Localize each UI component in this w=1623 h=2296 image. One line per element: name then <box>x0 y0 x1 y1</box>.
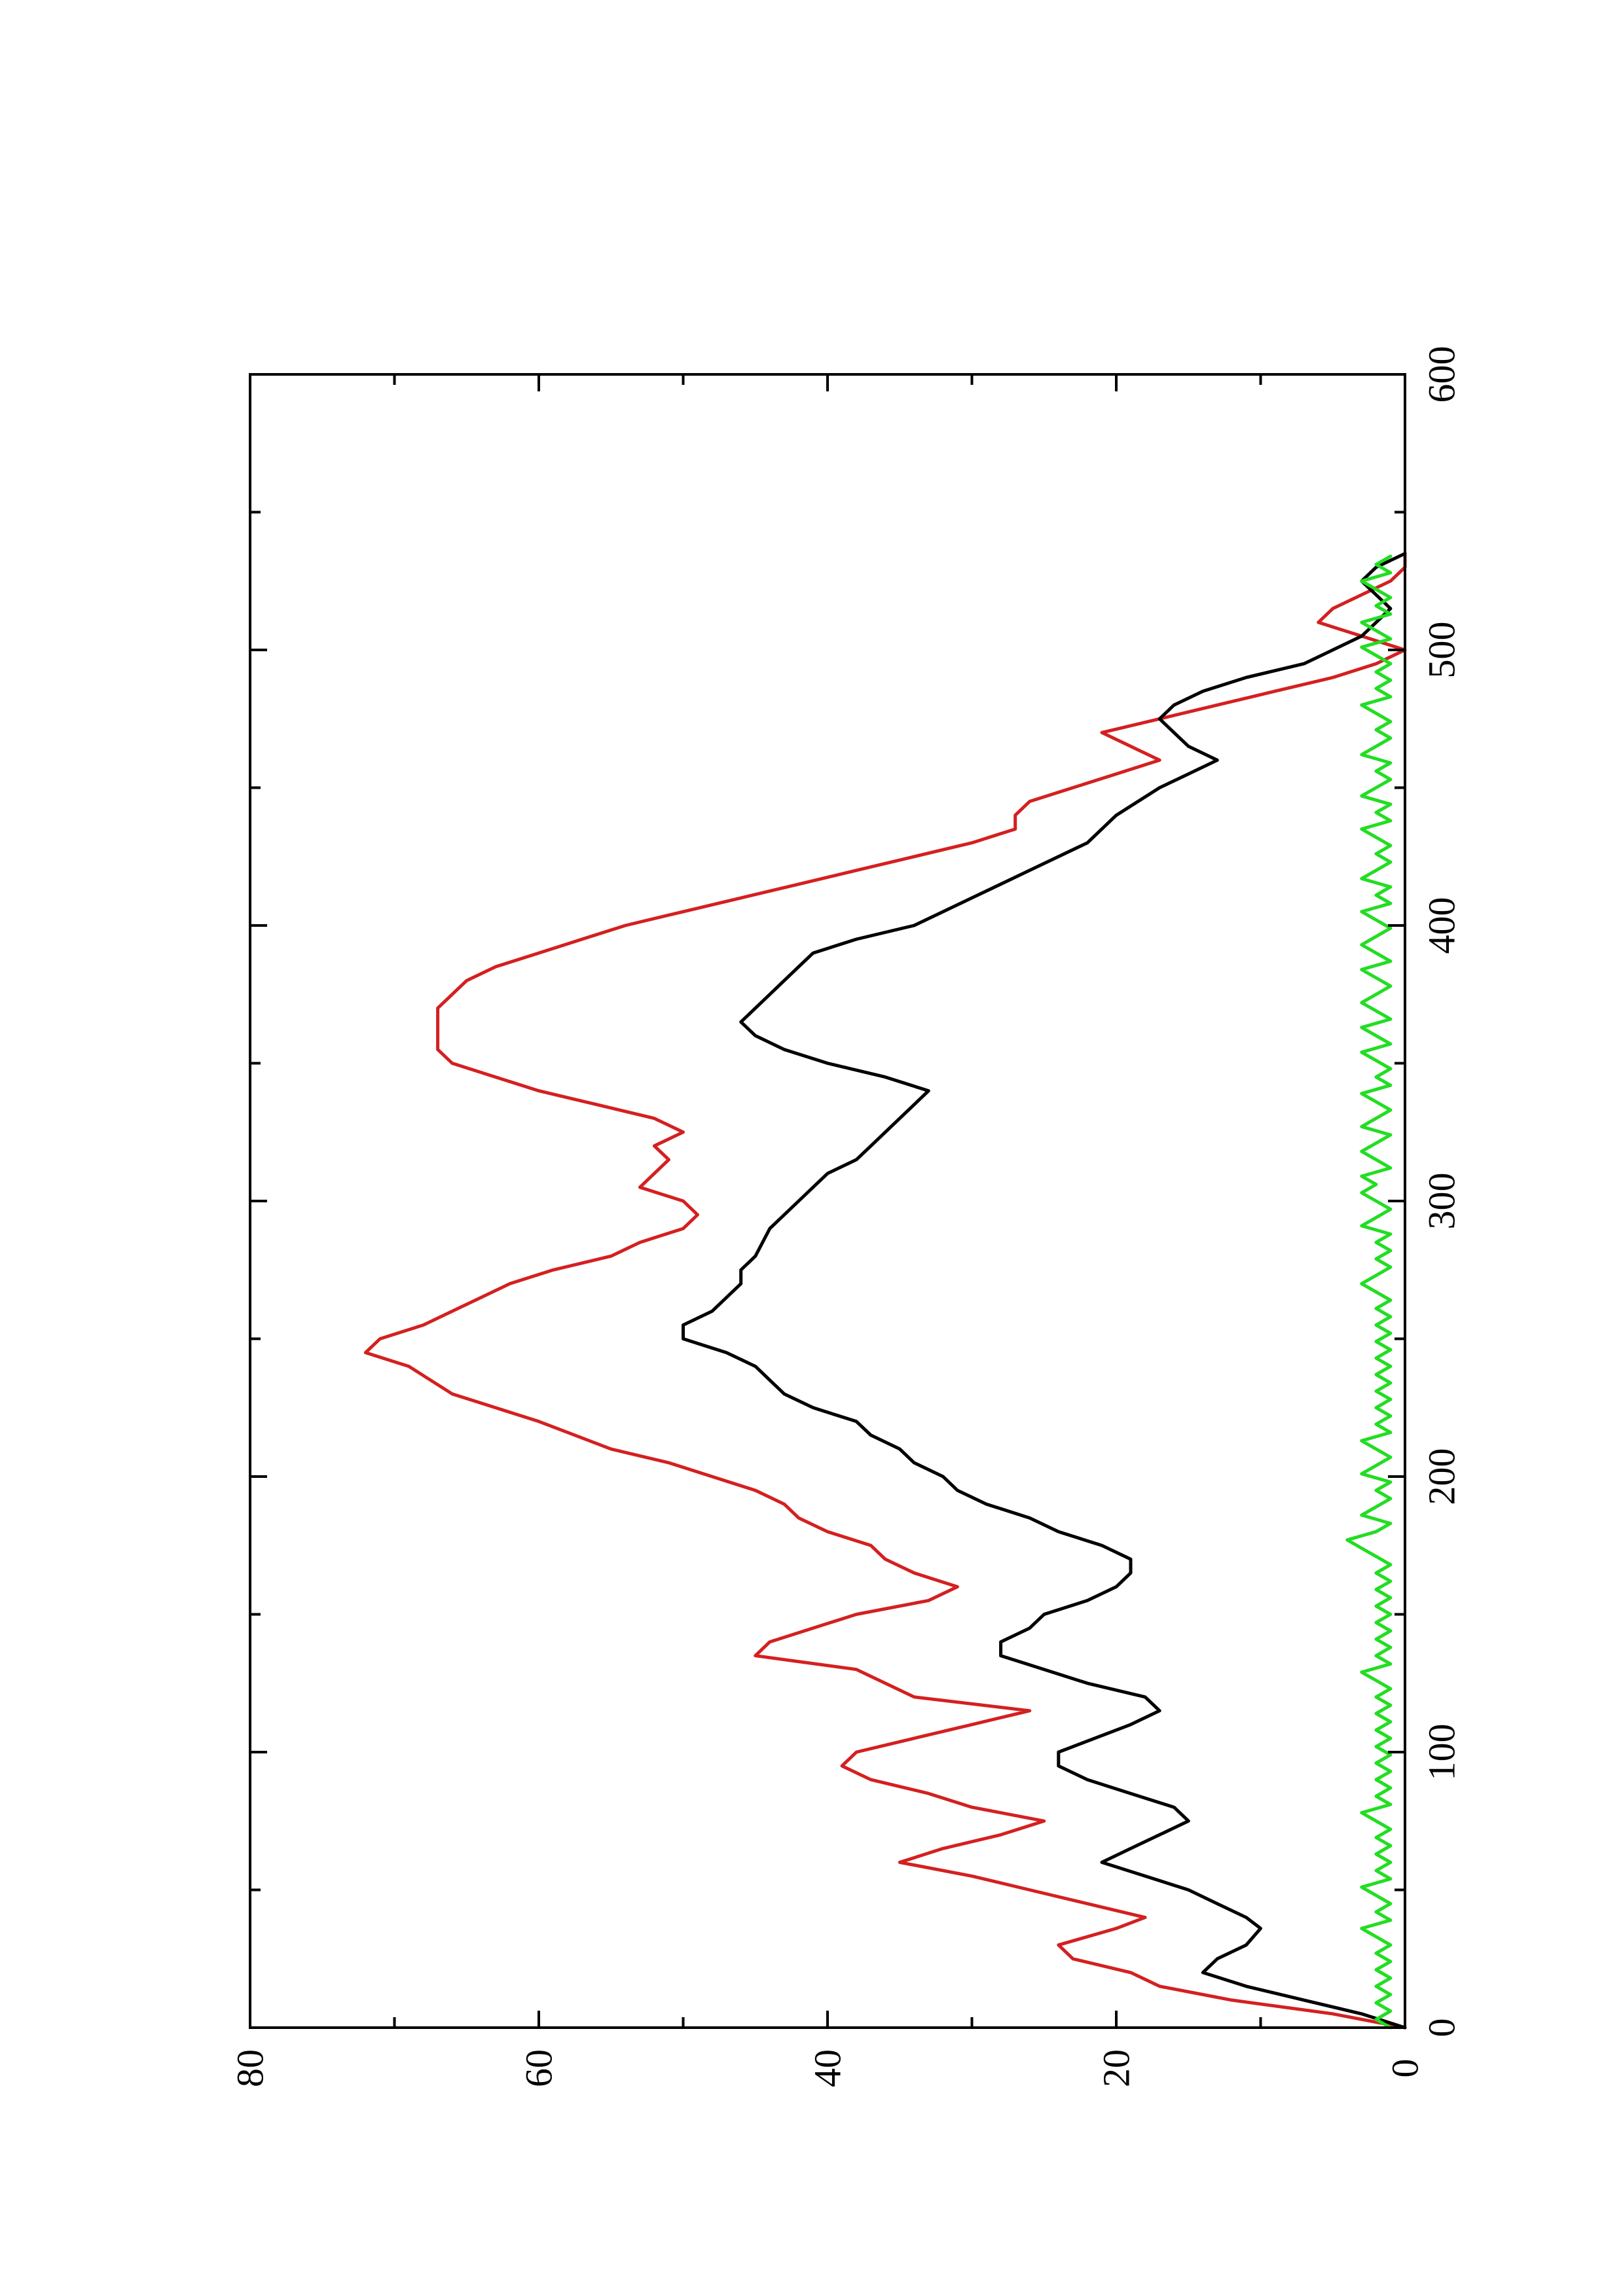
x-tick-label: 100 <box>1421 1724 1463 1781</box>
series-line-0 <box>363 552 1407 2030</box>
y-tick-label: 0 <box>1384 2059 1427 2078</box>
y-tick-label: 20 <box>1095 2049 1138 2087</box>
series-line-1 <box>682 552 1407 2030</box>
tick-label-layer: 0 100 200 300 400 500 600 0 20 40 60 80 <box>229 346 1463 2088</box>
x-tick-label: 400 <box>1421 897 1463 954</box>
y-tick-label: 40 <box>807 2049 849 2087</box>
tick-layer <box>249 373 1406 2029</box>
x-tick-label: 500 <box>1421 622 1463 679</box>
plot-frame <box>249 373 1406 2029</box>
x-tick-label: 300 <box>1421 1173 1463 1230</box>
x-tick-label: 600 <box>1421 346 1463 403</box>
y-tick-label: 80 <box>229 2049 272 2087</box>
x-tick-label: 200 <box>1421 1448 1463 1505</box>
series-line-2 <box>1345 554 1393 2030</box>
x-tick-label: 0 <box>1421 2018 1463 2037</box>
series-layer <box>363 552 1407 2030</box>
y-tick-label: 60 <box>518 2049 560 2087</box>
